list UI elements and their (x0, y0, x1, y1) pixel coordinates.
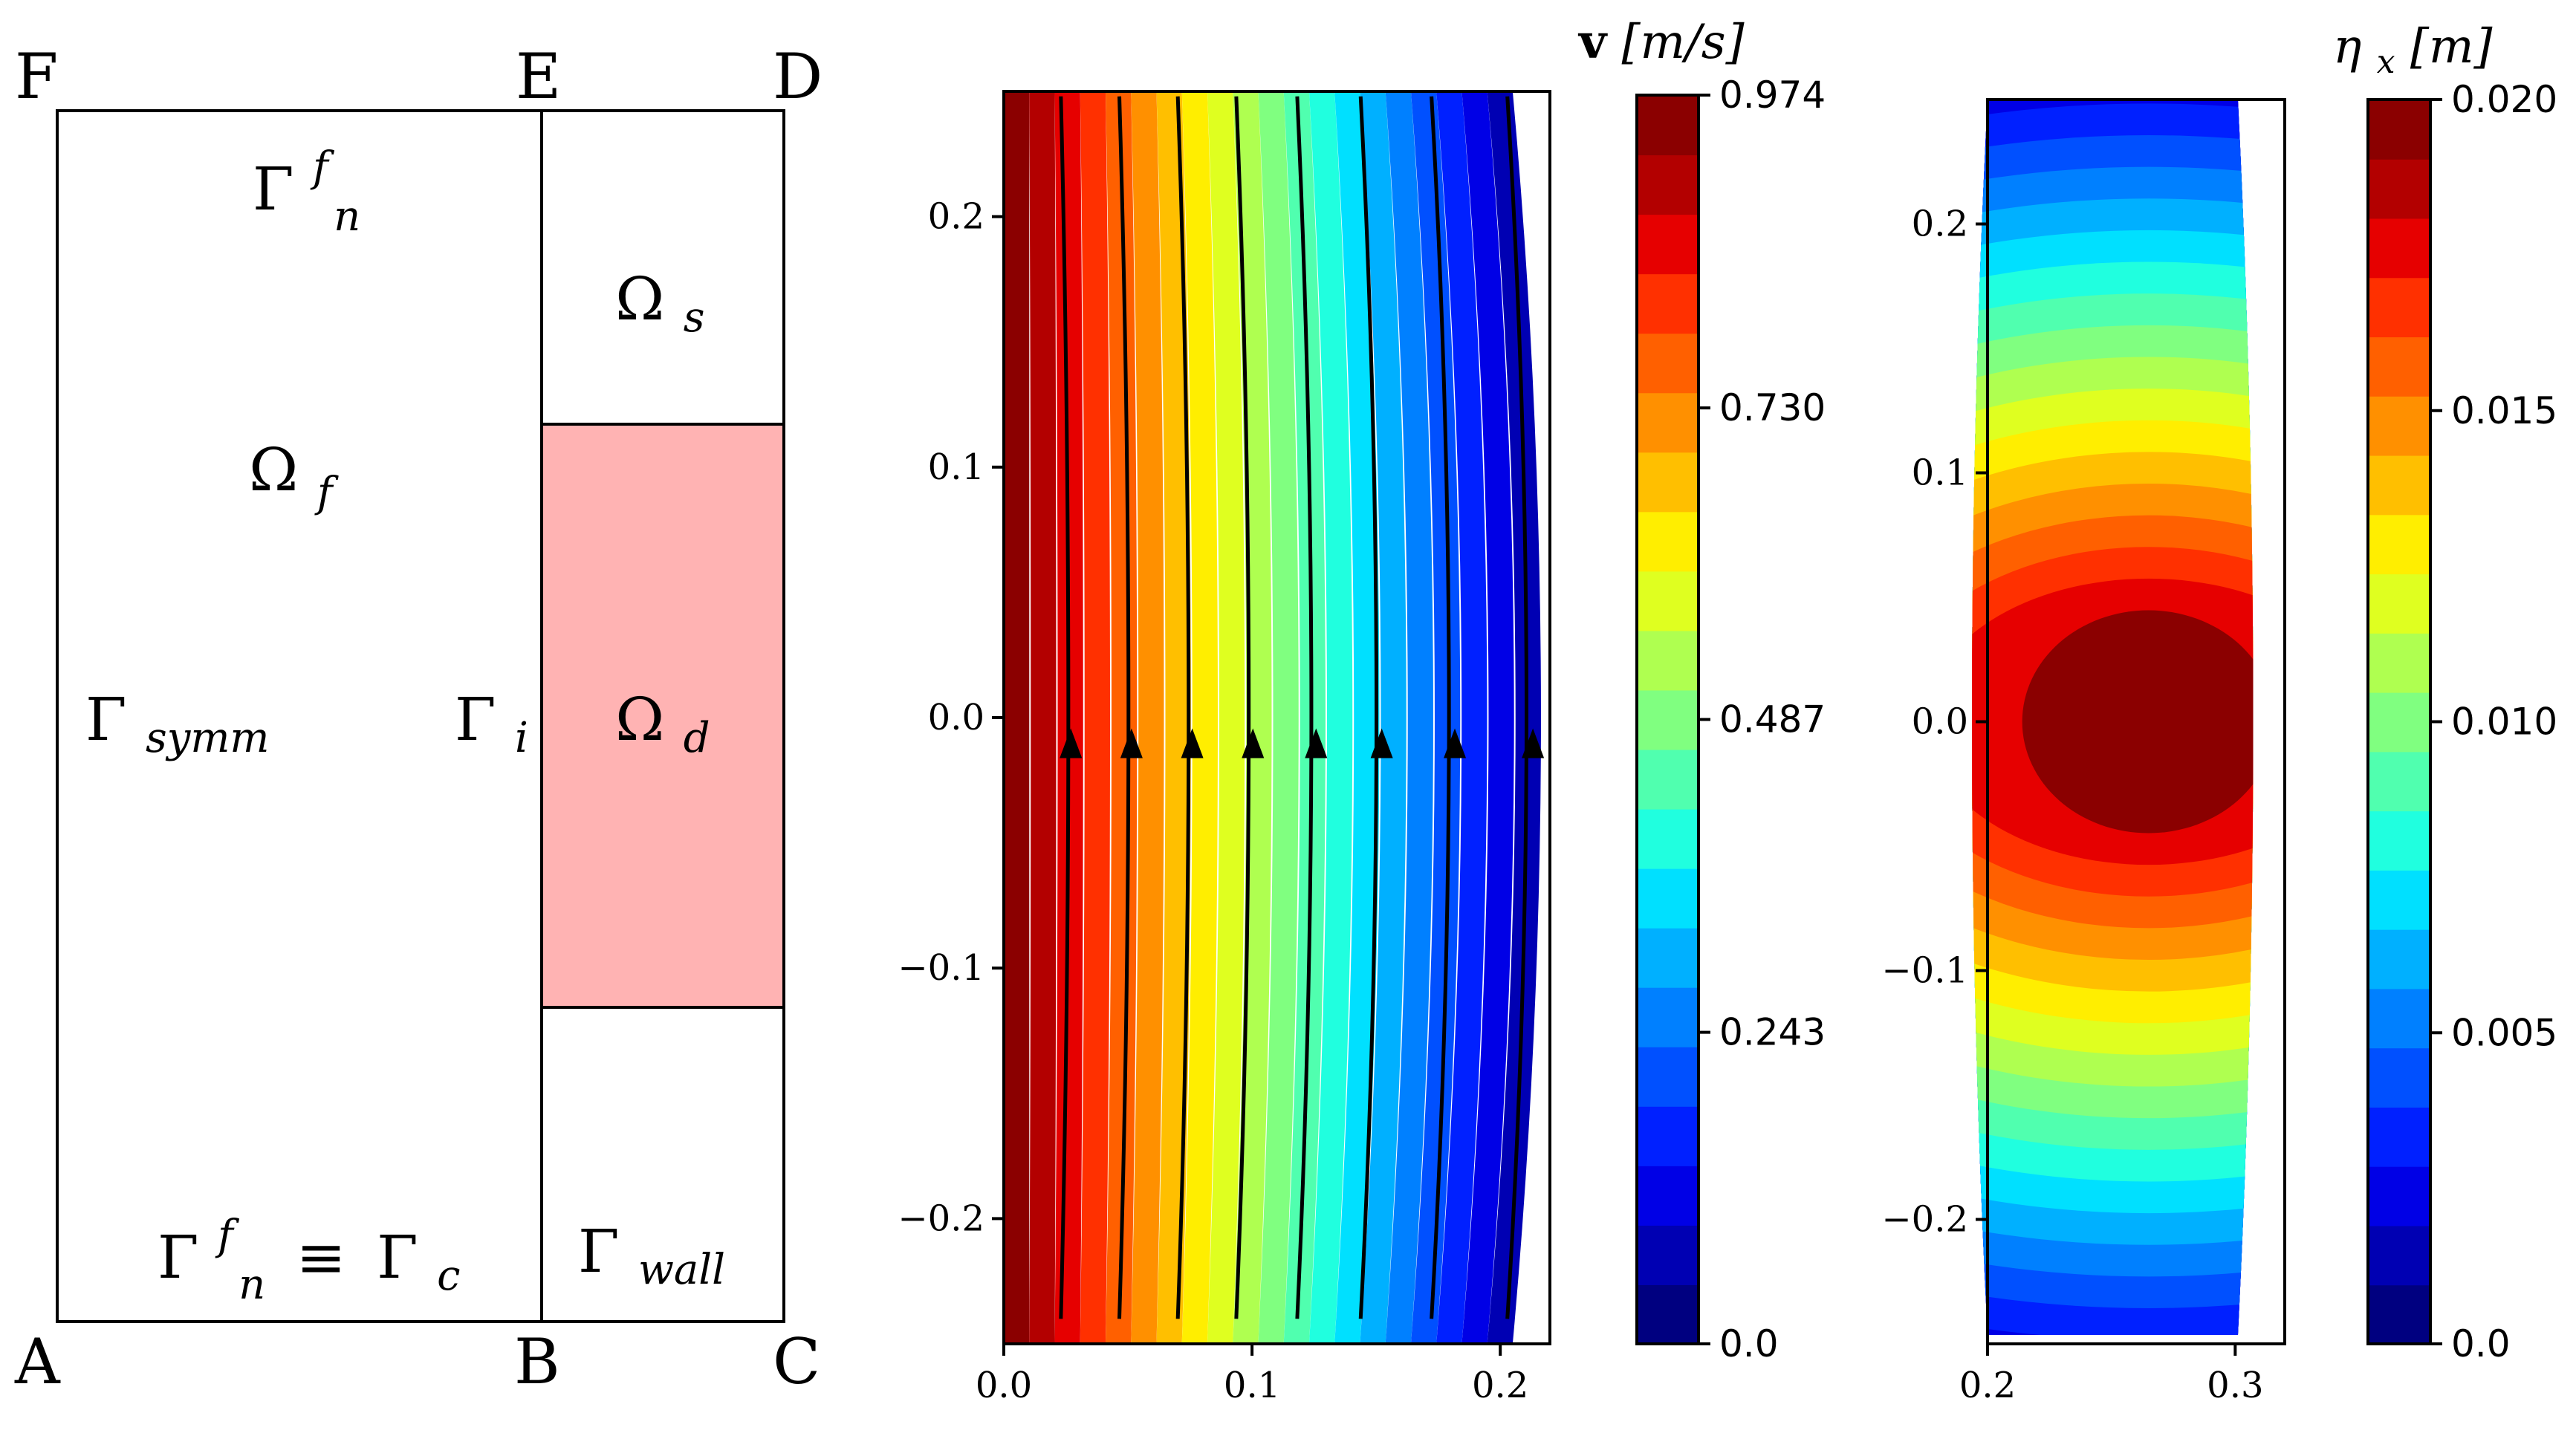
colorbar-swatch (1637, 809, 1699, 869)
colorbar-swatch (2368, 514, 2430, 574)
velocity-contour-bands (1004, 91, 1541, 1344)
colorbar-swatch (1637, 1106, 1699, 1166)
x-tick-label: 0.2 (1959, 1365, 2016, 1406)
colorbar-swatch (2368, 751, 2430, 811)
displacement-peak-band (2022, 611, 2275, 834)
colorbar-swatch (1637, 155, 1699, 215)
colorbar-swatch (1637, 689, 1699, 750)
colorbar-swatch (1637, 630, 1699, 690)
colorbar-swatch (2368, 277, 2430, 337)
colorbar-tick-label: 0.974 (1719, 74, 1826, 117)
velocity-plot: −0.2−0.10.00.10.2 0.0 0.1 0.2 0.9740.7300.… (898, 14, 1826, 1406)
velocity-colorbar-ticks: 0.974 0.730 0.487 0.243 0.0 (1699, 74, 1826, 1365)
gamma-symm-label: Γ symm (85, 685, 270, 762)
y-tick-label: 0.0 (1912, 701, 1968, 743)
velocity-contour-band (1080, 91, 1110, 1344)
velocity-contour-band (1004, 91, 1029, 1344)
y-tick-label: −0.1 (1881, 950, 1968, 992)
colorbar-swatch (2368, 810, 2430, 871)
y-tick-label: 0.1 (1912, 452, 1968, 494)
colorbar-swatch (2368, 218, 2430, 279)
colorbar-swatch (1637, 95, 1699, 155)
gamma-nf-bottom-label: Γ f n ≡ Γ c (158, 1195, 460, 1313)
colorbar-swatch (2368, 692, 2430, 753)
colorbar-swatch (1637, 987, 1699, 1047)
gamma-i-label: Γ i (455, 685, 528, 762)
displacement-colorbar (2368, 100, 2430, 1345)
y-tick-label: 0.0 (928, 697, 984, 738)
colorbar-swatch (1637, 392, 1699, 452)
displacement-x-axis: 0.2 0.3 (1959, 1344, 2264, 1406)
displacement-colorbar-title: η x [m] (2333, 19, 2494, 85)
omega-f-label: Ω f (249, 435, 340, 517)
colorbar-swatch (1637, 571, 1699, 631)
corner-f: F (15, 40, 58, 113)
velocity-x-axis: 0.0 0.1 0.2 (976, 1344, 1529, 1406)
colorbar-swatch (2368, 455, 2430, 516)
colorbar-swatch (1637, 868, 1699, 929)
y-tick-label: 0.2 (928, 196, 984, 238)
y-tick-label: −0.1 (898, 947, 984, 989)
colorbar-tick-label: 0.010 (2451, 701, 2557, 744)
x-tick-label: 0.0 (976, 1365, 1032, 1406)
y-tick-label: 0.1 (928, 446, 984, 488)
colorbar-tick-label: 0.487 (1719, 698, 1826, 741)
colorbar-tick-label: 0.0 (2451, 1322, 2511, 1365)
gamma-nf-top-label: Γ f n (253, 126, 360, 241)
colorbar-swatch (2368, 1047, 2430, 1108)
colorbar-swatch (2368, 396, 2430, 456)
colorbar-swatch (2368, 1166, 2430, 1226)
x-tick-label: 0.1 (1224, 1365, 1280, 1406)
colorbar-swatch (2368, 988, 2430, 1048)
colorbar-swatch (2368, 159, 2430, 219)
velocity-colorbar-title: v [m/s] (1577, 14, 1745, 70)
corner-e: E (516, 40, 561, 113)
y-tick-label: 0.2 (1912, 204, 1968, 245)
corner-d: D (773, 40, 823, 113)
displacement-colorbar-ticks: 0.020 0.015 0.010 0.005 0.0 (2430, 78, 2557, 1365)
gamma-wall-label: Γ wall (578, 1217, 725, 1294)
colorbar-swatch (2368, 573, 2430, 634)
corner-b: B (514, 1325, 560, 1398)
colorbar-swatch (1637, 273, 1699, 334)
colorbar-swatch (2368, 337, 2430, 397)
velocity-contour-band (1106, 91, 1137, 1344)
colorbar-tick-label: 0.730 (1719, 386, 1826, 429)
colorbar-swatch (1637, 1047, 1699, 1107)
colorbar-swatch (1637, 928, 1699, 988)
colorbar-swatch (2368, 100, 2430, 160)
colorbar-swatch (1637, 214, 1699, 274)
corner-c: C (773, 1325, 820, 1398)
colorbar-swatch (2368, 929, 2430, 990)
colorbar-swatch (1637, 1284, 1699, 1345)
colorbar-swatch (1637, 750, 1699, 810)
colorbar-swatch (2368, 633, 2430, 693)
colorbar-swatch (1637, 452, 1699, 512)
y-tick-label: −0.2 (1881, 1199, 1968, 1241)
colorbar-tick-label: 0.243 (1719, 1011, 1826, 1054)
displacement-y-axis: −0.2 −0.1 0.0 0.1 0.2 (1881, 204, 1988, 1241)
colorbar-tick-label: 0.0 (1719, 1322, 1779, 1365)
colorbar-swatch (1637, 1225, 1699, 1285)
x-tick-label: 0.2 (1472, 1365, 1528, 1406)
domain-diagram: A B C D E F Γ f n Ω f Γ symm Γ i Ω s (14, 40, 823, 1398)
colorbar-tick-label: 0.005 (2451, 1011, 2557, 1054)
velocity-colorbar (1637, 95, 1699, 1345)
colorbar-swatch (2368, 1225, 2430, 1285)
colorbar-swatch (1637, 333, 1699, 393)
colorbar-swatch (2368, 1107, 2430, 1167)
x-tick-label: 0.3 (2207, 1365, 2263, 1406)
colorbar-swatch (1637, 511, 1699, 571)
colorbar-tick-label: 0.015 (2451, 389, 2557, 432)
colorbar-tick-label: 0.020 (2451, 78, 2557, 121)
omega-s-label: Ω s (615, 264, 705, 342)
colorbar-swatch (1637, 1166, 1699, 1226)
velocity-y-axis: −0.2 −0.1 0.0 0.1 0.2 (898, 196, 1004, 1240)
corner-a: A (14, 1325, 61, 1398)
colorbar-swatch (2368, 870, 2430, 930)
velocity-contour-band (1029, 91, 1056, 1344)
y-tick-label: −0.2 (898, 1198, 984, 1239)
colorbar-swatch (2368, 1284, 2430, 1345)
